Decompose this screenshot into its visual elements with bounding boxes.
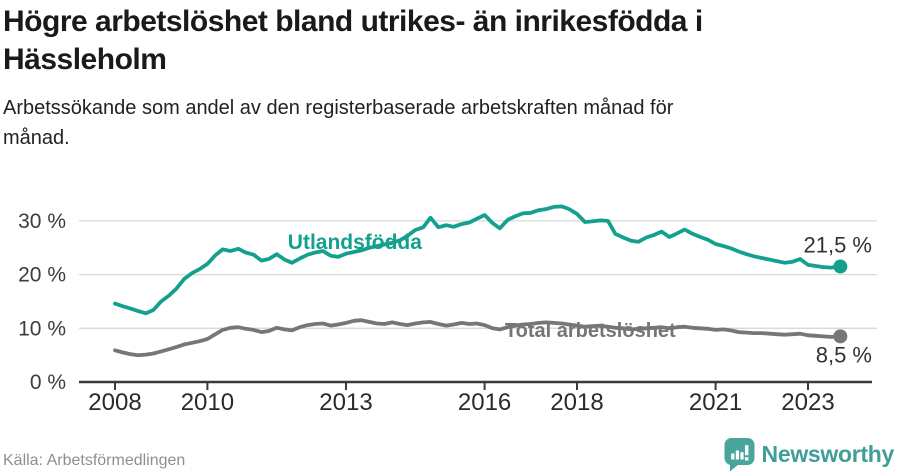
series-end-value-label: 8,5 %	[816, 342, 872, 367]
newsworthy-speech-bubble-bar-chart-icon	[724, 438, 755, 472]
x-axis-tick-label: 2021	[689, 389, 742, 416]
page-title: Högre arbetslöshet bland utrikes- än inr…	[3, 3, 897, 79]
series-end-dot	[833, 329, 848, 344]
series-end-dot	[833, 259, 848, 274]
title-line-1: Högre arbetslöshet bland utrikes- än inr…	[3, 5, 703, 38]
y-axis-tick-label: 10 %	[18, 317, 66, 340]
x-axis-tick-label: 2018	[550, 389, 603, 416]
x-axis-tick-label: 2008	[88, 389, 141, 416]
series-line	[113, 318, 843, 358]
series-label: Utlandsfödda	[288, 231, 422, 254]
subtitle-line-1: Arbetssökande som andel av den registerb…	[3, 97, 674, 119]
series-end-value-label: 21,5 %	[804, 233, 873, 258]
x-axis-tick-label: 2016	[458, 389, 511, 416]
newsworthy-logo: Newsworthy	[724, 437, 894, 472]
x-axis-tick-label: 2013	[319, 389, 372, 416]
title-line-2: Hässleholm	[3, 43, 167, 76]
chart-subtitle: Arbetssökande som andel av den registerb…	[3, 93, 897, 153]
series-label: Total arbetslöshet	[505, 320, 676, 342]
subtitle-line-2: månad.	[3, 127, 70, 149]
y-axis-tick-label: 20 %	[18, 264, 66, 287]
newsworthy-wordmark: Newsworthy	[761, 441, 895, 467]
line-chart: 0 % 10 % 20 % 30 % 2008 2010 2013 2016 2018 2021 2…	[18, 204, 877, 416]
source-note: Källa: Arbetsförmedlingen	[3, 452, 186, 469]
series-line	[113, 204, 843, 316]
y-axis-tick-label: 0 %	[30, 371, 66, 394]
x-axis-tick-label: 2023	[781, 389, 834, 416]
y-axis-tick-label: 30 %	[18, 210, 66, 233]
x-axis-tick-label: 2010	[181, 389, 234, 416]
